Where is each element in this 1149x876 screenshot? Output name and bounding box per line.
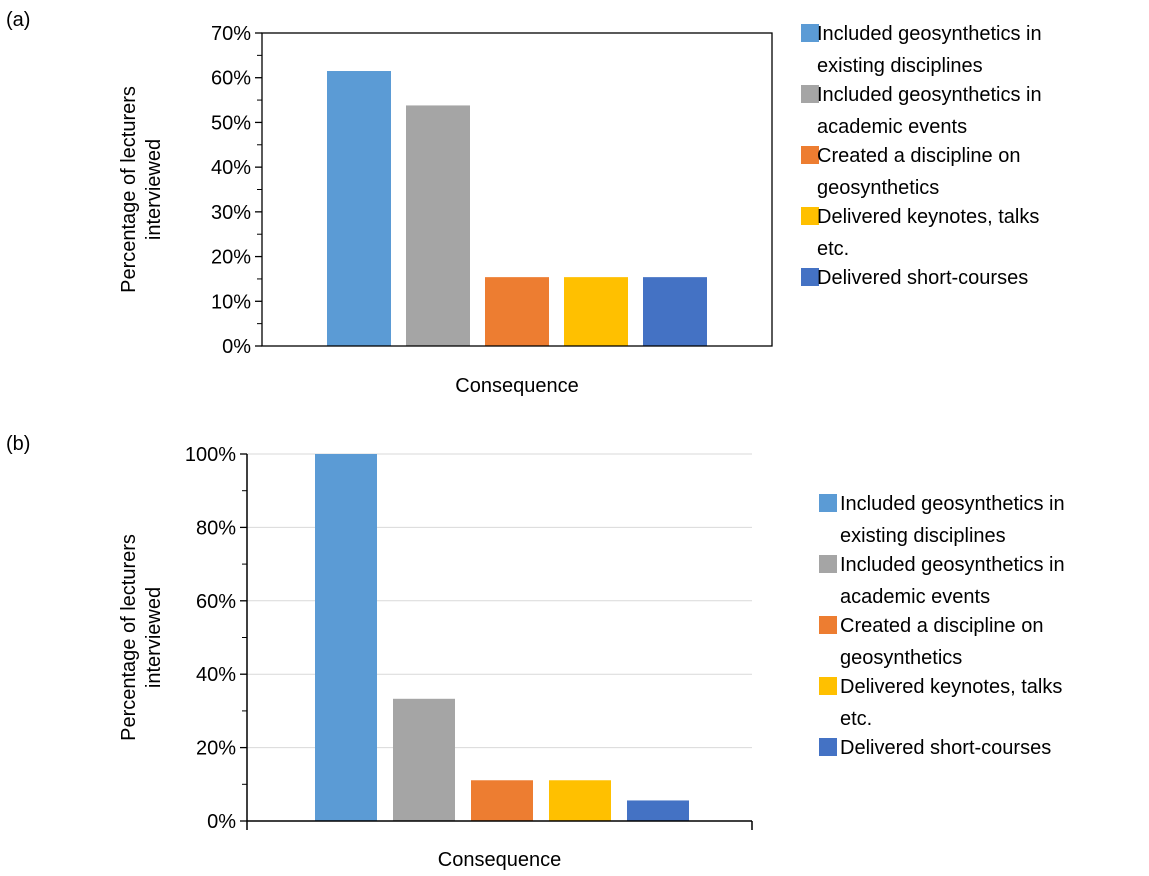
legend-label: Included geosynthetics in <box>840 493 1065 515</box>
legend-label: Included geosynthetics in <box>817 84 1042 106</box>
panel-label: (b) <box>6 433 30 455</box>
legend-label: geosynthetics <box>840 647 962 669</box>
legend-swatch <box>801 85 819 103</box>
legend-swatch <box>801 24 819 42</box>
bar-keynotes <box>549 780 611 821</box>
chart-panel-a: (a) 0% 10% 20% 30% 40% 50% 60% 70% Percentage of … <box>6 9 1042 397</box>
bar-short <box>627 800 689 821</box>
y-axis-title-line: Percentage of lecturers <box>118 86 140 293</box>
y-tick-label: 70% <box>211 23 251 45</box>
legend-swatch <box>819 494 837 512</box>
legend-label: Delivered short-courses <box>817 267 1028 289</box>
x-axis-title: Consequence <box>455 375 578 397</box>
legend-swatch <box>819 738 837 756</box>
y-tick-label: 40% <box>211 157 251 179</box>
y-axis-title-line: interviewed <box>143 587 165 688</box>
legend-label: Delivered keynotes, talks <box>840 676 1062 698</box>
bar-events <box>393 698 455 821</box>
bar-discipline <box>471 780 533 821</box>
y-tick-label: 80% <box>196 517 236 539</box>
legend-swatch <box>819 616 837 634</box>
chart-panel-b: (b) 0% 20% 40% 60% 80% 100% Percentage of lectu… <box>6 433 1065 871</box>
y-tick-label: 60% <box>196 591 236 613</box>
bar-discipline <box>485 277 549 346</box>
y-axis-title: Percentage of lecturers interviewed <box>118 534 165 741</box>
legend-swatch <box>801 207 819 225</box>
y-tick-label: 20% <box>211 247 251 269</box>
legend-label: etc. <box>817 238 849 260</box>
x-axis-title: Consequence <box>438 849 561 871</box>
y-tick-label: 40% <box>196 664 236 686</box>
y-axis-title-line: Percentage of lecturers <box>118 534 140 741</box>
legend-swatch <box>819 677 837 695</box>
legend-item-discipline: Created a discipline on geosynthetics <box>801 145 1020 199</box>
legend-label: existing disciplines <box>840 525 1006 547</box>
legend-item-events: Included geosynthetics in academic events <box>819 554 1065 608</box>
y-tick-label: 0% <box>222 336 251 358</box>
y-tick-label: 100% <box>185 444 236 466</box>
legend-label: Delivered short-courses <box>840 737 1051 759</box>
y-tick-label: 0% <box>207 811 236 833</box>
legend-item-short: Delivered short-courses <box>801 267 1028 289</box>
y-tick-label: 60% <box>211 68 251 90</box>
legend-label: academic events <box>817 116 967 138</box>
y-tick-label: 30% <box>211 202 251 224</box>
bar-existing <box>315 454 377 821</box>
legend-swatch <box>819 555 837 573</box>
legend-item-existing: Included geosynthetics in existing discip… <box>819 493 1065 547</box>
legend-swatch <box>801 146 819 164</box>
legend-label: existing disciplines <box>817 55 983 77</box>
legend-label: Delivered keynotes, talks <box>817 206 1039 228</box>
panel-label: (a) <box>6 9 30 31</box>
y-axis-title-line: interviewed <box>143 139 165 240</box>
legend-item-short: Delivered short-courses <box>819 737 1051 759</box>
legend-item-keynotes: Delivered keynotes, talks etc. <box>801 206 1039 260</box>
legend-label: Created a discipline on <box>817 145 1020 167</box>
y-axis-title: Percentage of lecturers interviewed <box>118 86 165 293</box>
bar-events <box>406 105 470 347</box>
y-tick-label: 50% <box>211 112 251 134</box>
legend-item-existing: Included geosynthetics in existing discip… <box>801 23 1042 77</box>
y-tick-label: 20% <box>196 738 236 760</box>
bar-existing <box>327 71 391 346</box>
legend-swatch <box>801 268 819 286</box>
legend-label: Included geosynthetics in <box>817 23 1042 45</box>
legend-label: academic events <box>840 586 990 608</box>
legend-item-events: Included geosynthetics in academic events <box>801 84 1042 138</box>
legend-label: Included geosynthetics in <box>840 554 1065 576</box>
bar-keynotes <box>564 277 628 346</box>
legend-label: etc. <box>840 708 872 730</box>
legend-label: geosynthetics <box>817 177 939 199</box>
legend-label: Created a discipline on <box>840 615 1043 637</box>
bar-short <box>643 277 707 346</box>
legend-item-keynotes: Delivered keynotes, talks etc. <box>819 676 1062 730</box>
y-tick-label: 10% <box>211 291 251 313</box>
legend-item-discipline: Created a discipline on geosynthetics <box>819 615 1043 669</box>
